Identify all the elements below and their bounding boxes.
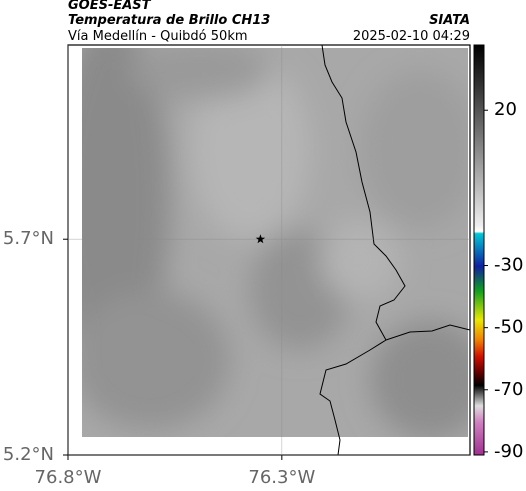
lon-label: 76.8°W [35,467,102,488]
colorbar-label: -90 [494,441,523,462]
colorbar-label: 20 [494,99,517,120]
lon-label: 76.3°W [248,467,315,488]
satellite-image [82,48,468,437]
lat-label: 5.7°N [3,228,54,249]
title: GOES-EAST [68,0,152,13]
lat-label: 5.2°N [3,444,54,465]
colorbar [473,44,485,456]
subtitle: Temperatura de Brillo CH13 [68,13,270,28]
region: Vía Medellín - Quibdó 50km [68,29,248,44]
timestamp: 2025-02-10 04:29 [353,29,470,44]
source: SIATA [429,13,470,28]
colorbar-label: -30 [494,255,523,276]
colorbar-label: -50 [494,317,523,338]
border [321,44,471,341]
border [319,339,387,456]
station [255,234,266,244]
colorbar-label: -70 [494,379,523,400]
